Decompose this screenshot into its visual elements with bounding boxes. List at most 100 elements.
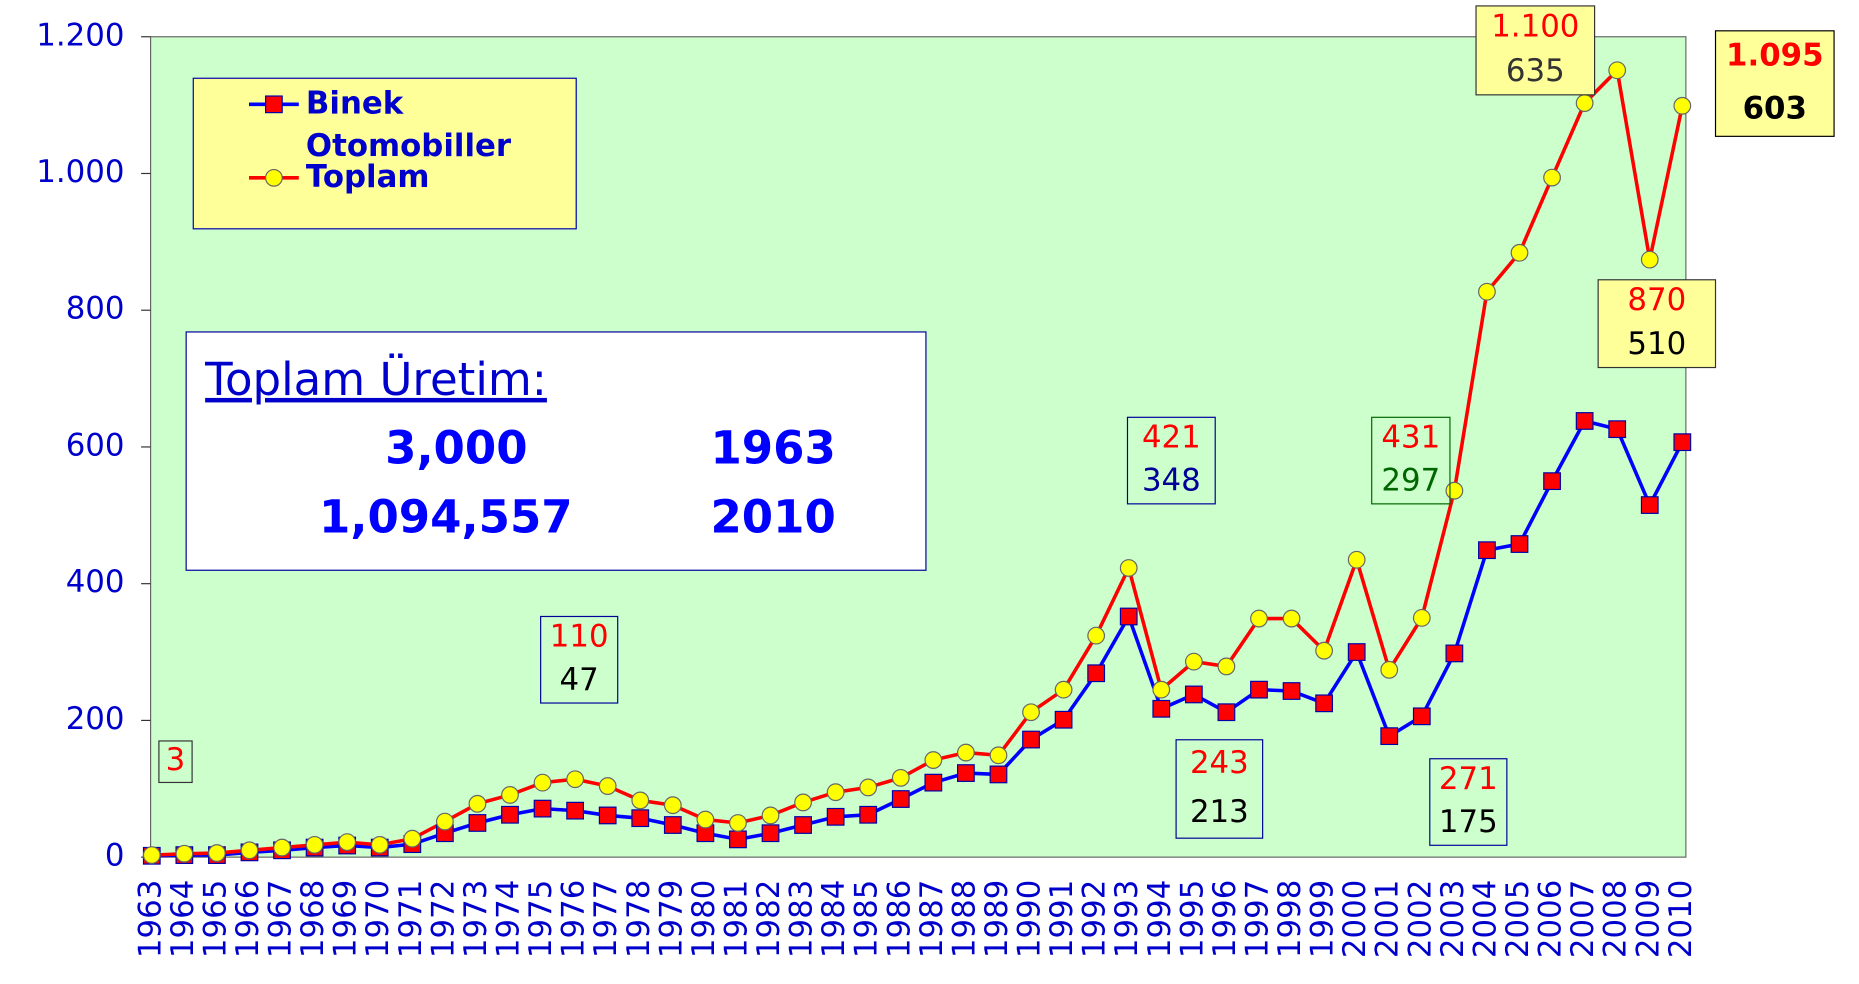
- marker: [1119, 607, 1138, 626]
- x-tick-label: 2008: [1598, 880, 1634, 958]
- annotation-text: 603: [1743, 90, 1807, 126]
- info-box: [185, 331, 927, 571]
- x-tick-label: 1967: [263, 880, 299, 958]
- marker: [826, 783, 845, 802]
- x-tick-label: 2000: [1337, 880, 1373, 958]
- y-tick-label: 0: [105, 838, 125, 874]
- legend-marker: [265, 168, 283, 187]
- marker: [729, 814, 747, 832]
- annotation-text: 510: [1627, 326, 1686, 362]
- marker: [1510, 535, 1529, 553]
- marker: [1673, 96, 1692, 115]
- marker: [1347, 643, 1366, 661]
- marker: [1347, 550, 1366, 569]
- marker: [1380, 660, 1399, 679]
- marker: [663, 796, 682, 815]
- marker: [1250, 680, 1268, 699]
- x-tick-label: 1983: [784, 880, 820, 958]
- marker: [859, 805, 878, 824]
- marker: [1412, 707, 1431, 726]
- x-tick-label: 1987: [914, 880, 950, 958]
- marker: [1217, 703, 1236, 722]
- x-tick-label: 1985: [849, 880, 885, 958]
- marker: [1575, 94, 1594, 112]
- marker: [794, 816, 812, 834]
- marker: [338, 833, 357, 851]
- marker: [891, 790, 910, 808]
- marker: [305, 835, 324, 854]
- x-tick-label: 1972: [425, 880, 461, 958]
- marker: [1087, 626, 1106, 645]
- info-value: 1963: [710, 422, 835, 475]
- marker: [175, 844, 194, 863]
- marker: [989, 746, 1008, 765]
- legend-word: Binek: [306, 85, 414, 121]
- marker: [1152, 699, 1171, 718]
- x-tick-label: 1992: [1077, 880, 1113, 958]
- annotation-box: [1429, 758, 1508, 846]
- x-tick-label: 2002: [1402, 880, 1438, 958]
- info-value: 3,000: [385, 422, 528, 475]
- marker: [533, 773, 552, 792]
- x-tick-label: 1969: [328, 880, 364, 958]
- annotation-text: 213: [1190, 794, 1249, 830]
- marker: [761, 806, 780, 825]
- marker: [1022, 703, 1040, 722]
- x-tick-label: 1990: [1012, 880, 1048, 958]
- annotation-text: 3: [166, 742, 186, 778]
- marker: [1543, 168, 1561, 187]
- marker: [1250, 609, 1268, 628]
- x-tick-label: 1965: [197, 880, 233, 958]
- x-tick-label: 1964: [165, 880, 201, 958]
- marker: [501, 805, 519, 824]
- x-tick-label: 1995: [1174, 880, 1210, 958]
- marker: [729, 830, 747, 849]
- marker: [240, 841, 259, 860]
- x-tick-label: 1977: [588, 880, 624, 958]
- x-tick-label: 1968: [295, 880, 331, 958]
- annotation-text: 1.095: [1726, 38, 1823, 74]
- annotation-text: 243: [1190, 745, 1249, 781]
- x-tick-label: 1997: [1239, 880, 1275, 958]
- annotation-box: [158, 740, 193, 784]
- info-title: Toplam Üretim:: [204, 353, 547, 406]
- annotation-box: [1175, 739, 1264, 839]
- x-tick-label: 1982: [751, 880, 787, 958]
- marker: [1445, 644, 1464, 663]
- y-tick-label: 800: [66, 291, 125, 327]
- x-tick-label: 1978: [621, 880, 657, 958]
- marker: [891, 768, 910, 787]
- x-tick-label: 2005: [1500, 880, 1536, 958]
- marker: [1608, 61, 1627, 80]
- marker: [1445, 481, 1464, 500]
- marker: [273, 838, 291, 857]
- x-tick-label: 1974: [490, 880, 526, 958]
- marker: [1152, 680, 1171, 699]
- marker: [142, 846, 161, 864]
- x-tick-label: 1993: [1109, 880, 1145, 958]
- legend-label: Binek Otomobiller: [306, 85, 512, 164]
- x-tick-label: 1970: [360, 880, 396, 958]
- marker: [859, 778, 878, 797]
- marker: [468, 814, 487, 832]
- annotation-box: [1475, 5, 1596, 96]
- legend-label: Toplam: [306, 158, 430, 194]
- annotation-text: 175: [1439, 804, 1498, 840]
- info-value: 1,094,557: [319, 490, 573, 543]
- x-tick-label: 1976: [556, 880, 592, 958]
- marker: [696, 810, 715, 829]
- marker: [1282, 682, 1301, 700]
- annotation-text: 47: [560, 662, 599, 698]
- x-tick-label: 1979: [653, 880, 689, 958]
- marker: [501, 786, 519, 804]
- x-tick-label: 1998: [1272, 880, 1308, 958]
- marker: [663, 816, 682, 834]
- marker: [957, 743, 975, 762]
- x-tick-label: 1994: [1142, 880, 1178, 958]
- marker: [566, 770, 585, 789]
- marker: [403, 829, 422, 848]
- x-tick-label: 1981: [718, 880, 754, 958]
- annotation-text: 421: [1142, 419, 1201, 455]
- x-tick-label: 1989: [979, 880, 1015, 958]
